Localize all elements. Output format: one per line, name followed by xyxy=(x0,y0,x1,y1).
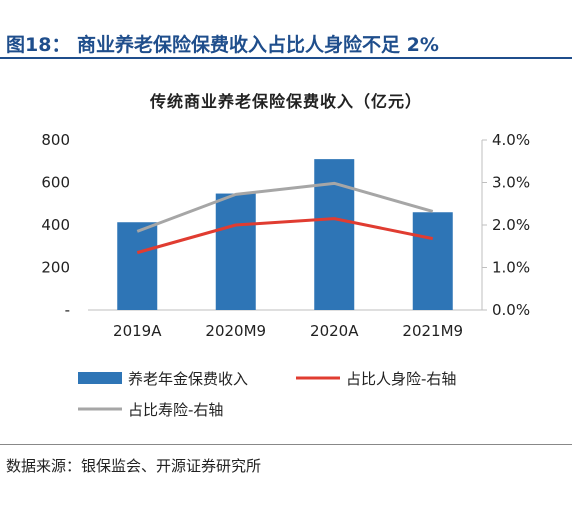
right-tick-label: 2.0% xyxy=(492,216,530,234)
bar xyxy=(412,212,453,310)
left-tick-label: 800 xyxy=(41,131,70,149)
header-divider xyxy=(0,57,572,59)
bar xyxy=(314,159,355,310)
right-tick-label: 1.0% xyxy=(492,259,530,277)
right-tick-label: 0.0% xyxy=(492,301,530,319)
left-tick-label: - xyxy=(65,301,70,319)
legend-label: 养老年金保费收入 xyxy=(128,370,248,388)
legend-label: 占比人身险-右轴 xyxy=(346,370,456,388)
bar xyxy=(117,222,158,310)
x-tick-label: 2021M9 xyxy=(402,322,463,340)
right-tick-label: 4.0% xyxy=(492,131,530,149)
footer-divider xyxy=(0,444,572,445)
x-tick-label: 2020A xyxy=(310,322,359,340)
legend-label: 占比寿险-右轴 xyxy=(128,401,223,419)
series-line-life-insurance-ratio xyxy=(136,217,434,255)
x-tick-label: 2019A xyxy=(113,322,162,340)
figure-header: 图18： 商业养老保险保费收入占比人身险不足 2% xyxy=(0,0,572,62)
legend-swatch-bar xyxy=(78,372,122,384)
chart-title: 传统商业养老保险保费收入（亿元） xyxy=(149,92,422,111)
right-tick-label: 3.0% xyxy=(492,174,530,192)
left-tick-label: 400 xyxy=(41,216,70,234)
figure-title: 图18： 商业养老保险保费收入占比人身险不足 2% xyxy=(6,34,439,56)
series-line-life-ratio xyxy=(136,181,434,233)
source-note: 数据来源：银保监会、开源证券研究所 xyxy=(6,457,262,475)
x-tick-label: 2020M9 xyxy=(205,322,266,340)
bar xyxy=(215,193,256,310)
left-tick-label: 600 xyxy=(41,174,70,192)
left-tick-label: 200 xyxy=(41,259,70,277)
